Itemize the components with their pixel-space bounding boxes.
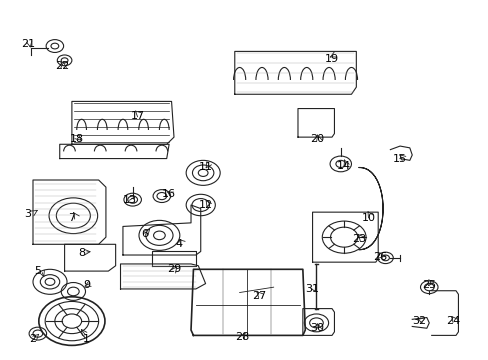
Text: 20: 20 (310, 134, 324, 144)
Text: 21: 21 (21, 39, 35, 49)
Text: 4: 4 (175, 239, 182, 249)
Text: 10: 10 (361, 212, 375, 222)
Text: 1: 1 (83, 334, 90, 344)
Text: 2: 2 (29, 334, 37, 344)
Text: 9: 9 (83, 280, 90, 291)
Text: 32: 32 (412, 316, 426, 326)
Text: 6: 6 (141, 229, 148, 239)
Text: 26: 26 (373, 252, 387, 262)
Text: 30: 30 (310, 323, 324, 333)
Text: 15: 15 (392, 154, 406, 163)
Text: 24: 24 (446, 316, 460, 326)
Text: 31: 31 (305, 284, 319, 294)
Text: 3: 3 (24, 209, 32, 219)
Text: 27: 27 (251, 291, 265, 301)
Text: 8: 8 (78, 248, 85, 258)
Text: 12: 12 (198, 200, 212, 210)
Text: 28: 28 (234, 332, 249, 342)
Text: 7: 7 (68, 212, 75, 222)
Text: 14: 14 (336, 161, 350, 171)
Text: 17: 17 (130, 111, 144, 121)
Text: 22: 22 (55, 61, 69, 71)
Text: 29: 29 (166, 264, 181, 274)
Text: 23: 23 (351, 234, 365, 244)
Text: 13: 13 (123, 195, 137, 204)
Text: 19: 19 (325, 54, 338, 64)
Text: 18: 18 (70, 134, 83, 144)
Text: 16: 16 (162, 189, 176, 199)
Text: 5: 5 (34, 266, 41, 276)
Text: 11: 11 (198, 162, 212, 172)
Text: 25: 25 (421, 280, 435, 291)
